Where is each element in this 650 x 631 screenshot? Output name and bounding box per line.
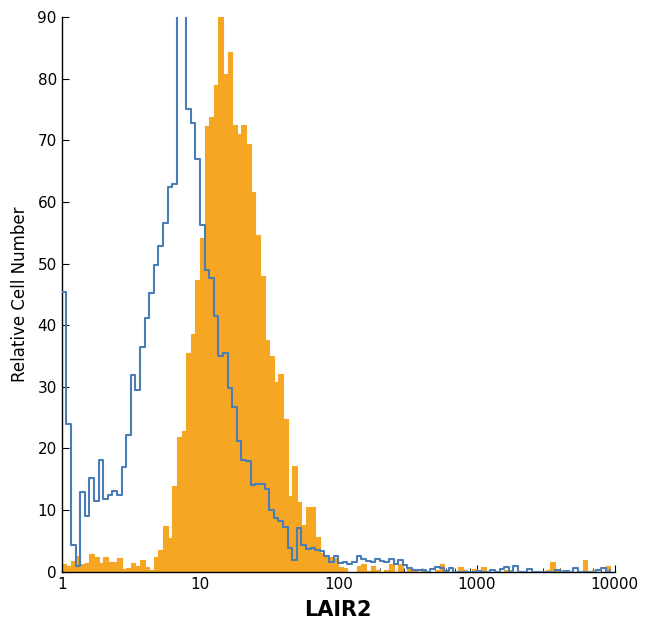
Y-axis label: Relative Cell Number: Relative Cell Number	[11, 207, 29, 382]
X-axis label: LAIR2: LAIR2	[304, 600, 372, 620]
